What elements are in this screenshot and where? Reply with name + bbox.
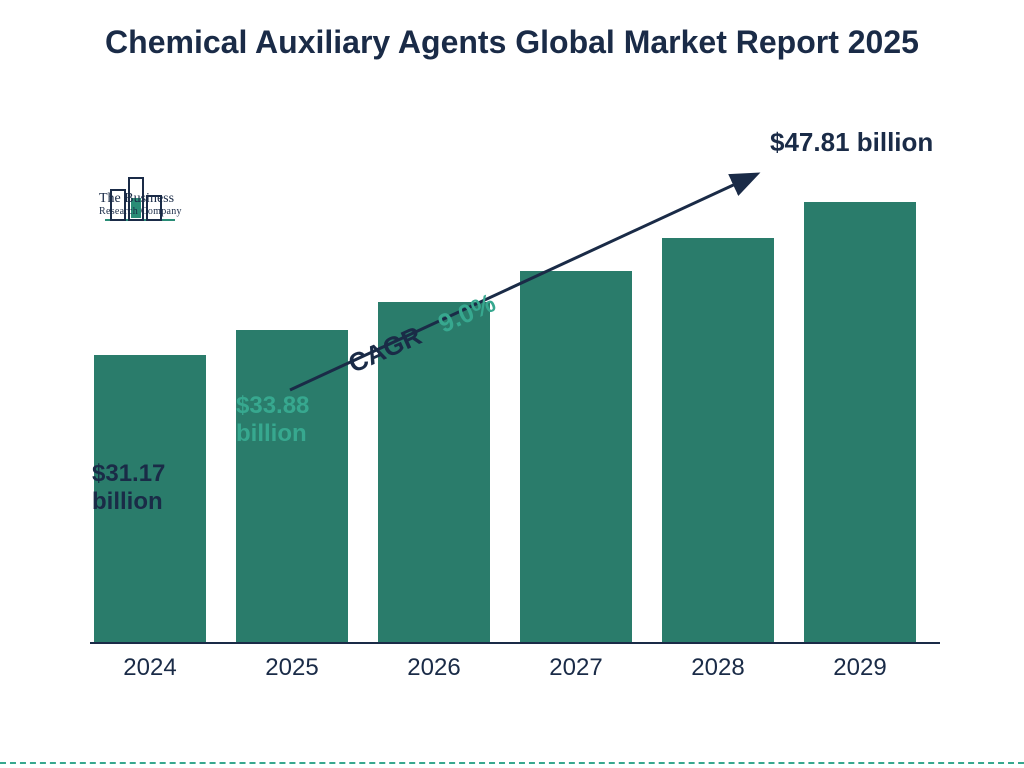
cagr-arrow (0, 0, 1024, 768)
bottom-dashed-border (0, 762, 1024, 764)
